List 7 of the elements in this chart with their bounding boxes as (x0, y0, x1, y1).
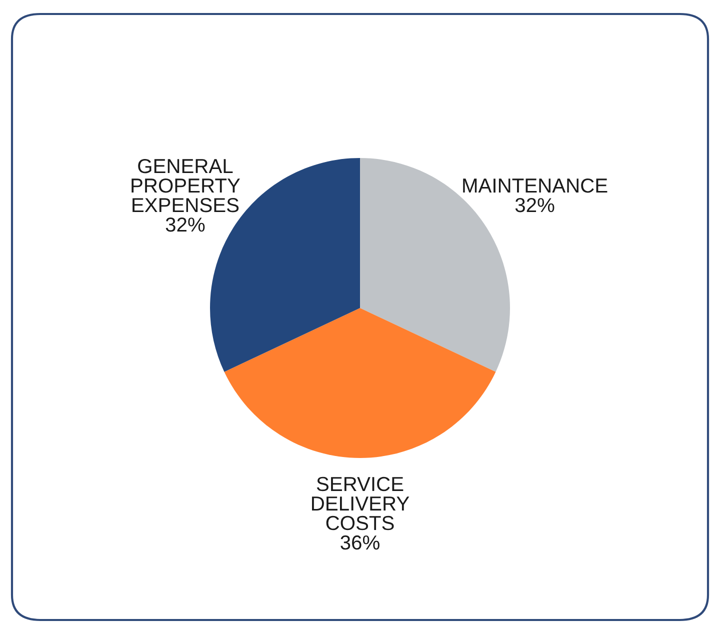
data-label: 32% (166, 217, 205, 232)
data-label: 36% (340, 535, 380, 550)
slice-label: GENERAL PROPERTY EXPENSES (132, 158, 240, 212)
slice-label: MAINTENANCE (463, 178, 608, 193)
pie-slice (224, 308, 496, 458)
data-label: 32% (515, 198, 554, 212)
slice-label: SERVICE DELIVERY COSTS (312, 476, 410, 530)
